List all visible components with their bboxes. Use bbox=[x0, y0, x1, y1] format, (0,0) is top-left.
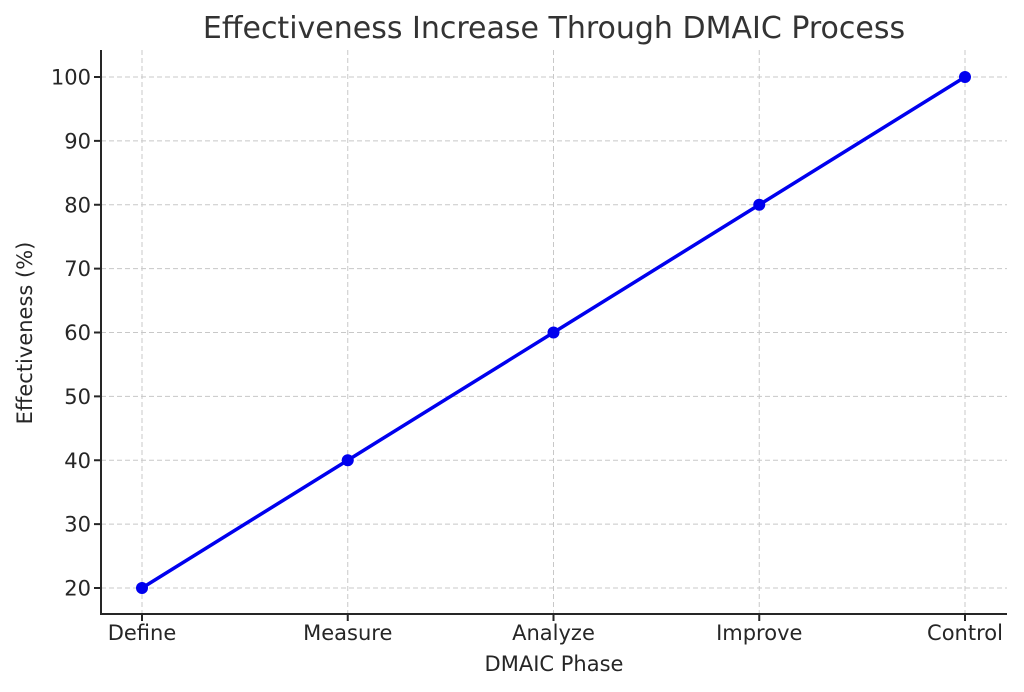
x-tick-label: Improve bbox=[716, 621, 802, 645]
y-tick-label: 70 bbox=[64, 257, 91, 281]
x-tick-label: Analyze bbox=[512, 621, 595, 645]
y-tick-label: 50 bbox=[64, 385, 91, 409]
y-tick-label: 90 bbox=[64, 129, 91, 153]
y-axis-label: Effectiveness (%) bbox=[13, 242, 37, 425]
x-axis-label: DMAIC Phase bbox=[485, 652, 624, 676]
data-point bbox=[341, 454, 354, 467]
chart-title: Effectiveness Increase Through DMAIC Pro… bbox=[203, 11, 905, 46]
y-tick-label: 30 bbox=[64, 513, 91, 537]
grid bbox=[101, 50, 1007, 614]
x-tick-label: Define bbox=[108, 621, 177, 645]
y-tick-label: 80 bbox=[64, 193, 91, 217]
x-tick-label: Control bbox=[927, 621, 1003, 645]
y-tick-label: 20 bbox=[64, 577, 91, 601]
y-tick-label: 40 bbox=[64, 449, 91, 473]
x-tick-label: Measure bbox=[303, 621, 392, 645]
y-tick-label: 100 bbox=[51, 66, 91, 90]
y-tick-label: 60 bbox=[64, 321, 91, 345]
series bbox=[136, 71, 971, 594]
ticks: 20 30 40 50 60 70 80 90 100 Define Measure Analyze I… bbox=[51, 66, 1003, 646]
data-point bbox=[136, 582, 148, 594]
data-point bbox=[753, 198, 766, 211]
data-point bbox=[959, 71, 971, 83]
data-point bbox=[547, 326, 560, 339]
